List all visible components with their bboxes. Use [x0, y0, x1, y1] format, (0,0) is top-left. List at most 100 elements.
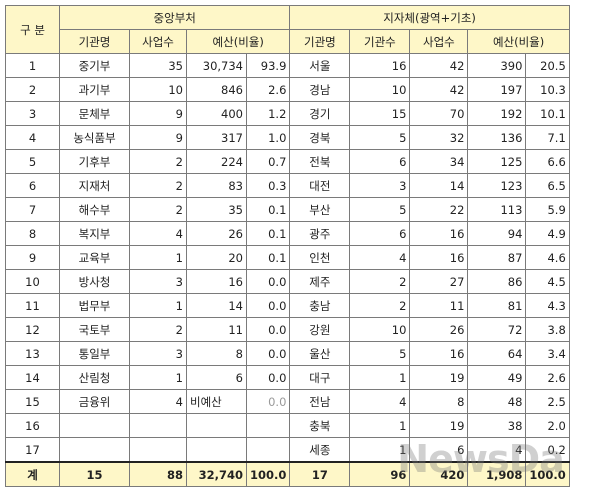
cell-l-inst: 2 [349, 293, 411, 318]
cell-l-budget: 81 [467, 293, 527, 318]
table-row: 6 지재처 2 83 0.3 대전 3 14 123 6.5 [5, 173, 570, 198]
table-row: 16 충북 1 19 38 2.0 [5, 413, 570, 438]
table-row: 2 과기부 10 846 2.6 경남 10 42 197 10.3 [5, 77, 570, 102]
cell-l-ratio: 3.4 [525, 341, 570, 366]
cell-l-inst: 1 [349, 413, 411, 438]
cell-l-org: 경북 [289, 125, 351, 150]
cell-l-org: 세종 [289, 437, 351, 463]
local-header: 지자체(광역+기초) [289, 5, 570, 30]
cell-no: 16 [5, 413, 60, 438]
cell-c-org: 해수부 [59, 197, 130, 222]
cell-l-org: 충북 [289, 413, 351, 438]
cell-c-cnt: 3 [129, 341, 187, 366]
cell-l-budget: 390 [467, 53, 527, 78]
cell-no: 17 [5, 437, 60, 463]
cell-l-org: 인천 [289, 245, 351, 270]
cell-l-cnt: 19 [409, 413, 469, 438]
cell-no: 2 [5, 77, 60, 102]
cell-l-ratio: 6.5 [525, 173, 570, 198]
cell-l-cnt: 8 [409, 389, 469, 414]
cell-c-org: 금융위 [59, 389, 130, 414]
cell-c-budget: 14 [186, 293, 247, 318]
cell-l-inst: 6 [349, 149, 411, 174]
cell-c-cnt: 9 [129, 125, 187, 150]
cell-c-ratio [245, 437, 291, 463]
cell-l-cnt: 14 [409, 173, 469, 198]
central-col-count: 사업수 [129, 29, 187, 54]
cell-c-budget [186, 437, 247, 463]
cell-c-budget: 6 [186, 365, 247, 390]
cell-l-inst: 5 [349, 197, 411, 222]
cell-c-budget: 846 [186, 77, 247, 102]
cell-l-ratio: 4.9 [525, 221, 570, 246]
cell-c-ratio: 1.2 [245, 101, 291, 126]
cell-l-cnt: 70 [409, 101, 469, 126]
cell-l-budget: 94 [467, 221, 527, 246]
cell-l-inst: 15 [349, 101, 411, 126]
cell-no: 14 [5, 365, 60, 390]
cell-no: 6 [5, 173, 60, 198]
cell-l-ratio: 2.0 [525, 413, 570, 438]
cell-l-budget: 86 [467, 269, 527, 294]
cell-l-budget: 49 [467, 365, 527, 390]
cell-c-budget: 30,734 [186, 53, 247, 78]
cell-c-ratio: 0.0 [245, 389, 291, 414]
cell-l-org: 서울 [289, 53, 351, 78]
cell-c-cnt: 10 [129, 77, 187, 102]
cell-c-org [59, 413, 130, 438]
cell-c-org [59, 437, 130, 463]
cell-l-ratio: 20.5 [525, 53, 570, 78]
watermark-logo: NewsDa [397, 437, 564, 481]
cell-no: 3 [5, 101, 60, 126]
cell-c-org: 과기부 [59, 77, 130, 102]
cell-l-budget: 87 [467, 245, 527, 270]
cell-c-budget: 224 [186, 149, 247, 174]
cell-l-inst: 1 [349, 365, 411, 390]
central-col-budget: 예산(비율) [185, 29, 291, 54]
cell-l-ratio: 2.5 [525, 389, 570, 414]
cell-l-cnt: 27 [409, 269, 469, 294]
cell-no: 1 [5, 53, 60, 78]
cell-c-cnt: 9 [129, 101, 187, 126]
cell-c-ratio: 0.1 [245, 221, 291, 246]
cell-l-org: 대전 [289, 173, 351, 198]
cell-l-cnt: 22 [409, 197, 469, 222]
cell-l-org: 충남 [289, 293, 351, 318]
cell-c-cnt: 35 [129, 53, 187, 78]
table-row: 3 문체부 9 400 1.2 경기 15 70 192 10.1 [5, 101, 570, 126]
cell-c-org: 통일부 [59, 341, 130, 366]
table-row: 10 방사청 3 16 0.0 제주 2 27 86 4.5 [5, 269, 570, 294]
cell-c-budget: 11 [186, 317, 247, 342]
cell-c-ratio: 0.7 [245, 149, 291, 174]
cell-l-cnt: 11 [409, 293, 469, 318]
total-c-cnt: 88 [129, 461, 187, 487]
cell-c-ratio: 0.1 [245, 245, 291, 270]
cell-no: 5 [5, 149, 60, 174]
cell-l-budget: 123 [467, 173, 527, 198]
cell-l-org: 강원 [289, 317, 351, 342]
cell-l-inst: 4 [349, 245, 411, 270]
cell-l-budget: 38 [467, 413, 527, 438]
cell-l-inst: 5 [349, 125, 411, 150]
cell-c-ratio: 0.0 [245, 293, 291, 318]
total-c-ratio: 100.0 [245, 461, 291, 487]
cell-c-org: 교육부 [59, 245, 130, 270]
cell-c-cnt: 1 [129, 365, 187, 390]
budget-table: 구 분 중앙부처 지자체(광역+기초) 기관명 사업수 예산(비율) 기관명 기… [5, 5, 570, 487]
cell-l-budget: 72 [467, 317, 527, 342]
cell-c-ratio: 0.3 [245, 173, 291, 198]
cell-c-org: 산림청 [59, 365, 130, 390]
cell-c-cnt: 4 [129, 389, 187, 414]
cell-l-budget: 192 [467, 101, 527, 126]
cell-l-cnt: 16 [409, 245, 469, 270]
cell-no: 15 [5, 389, 60, 414]
cell-no: 10 [5, 269, 60, 294]
cell-l-budget: 197 [467, 77, 527, 102]
cell-no: 9 [5, 245, 60, 270]
cell-c-cnt: 2 [129, 317, 187, 342]
cell-no: 13 [5, 341, 60, 366]
central-col-org: 기관명 [59, 29, 130, 54]
total-c-budget: 32,740 [186, 461, 247, 487]
cell-c-budget: 83 [186, 173, 247, 198]
cell-c-budget: 16 [186, 269, 247, 294]
